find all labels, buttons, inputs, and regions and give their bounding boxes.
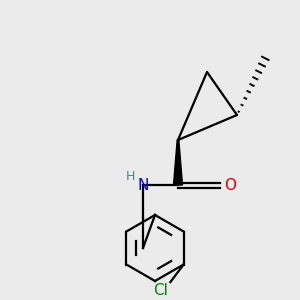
Text: O: O	[224, 178, 236, 193]
Text: N: N	[137, 178, 149, 193]
Text: H: H	[125, 170, 135, 184]
Polygon shape	[173, 140, 182, 185]
Text: Cl: Cl	[154, 283, 168, 298]
